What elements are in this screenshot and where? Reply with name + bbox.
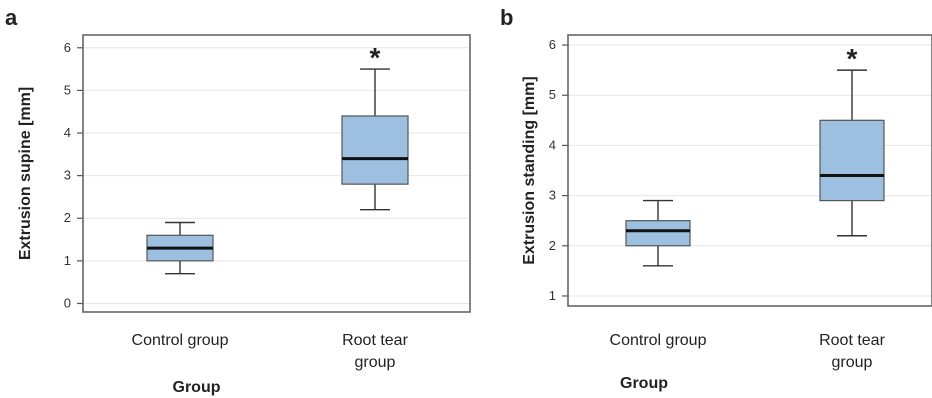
- iqr-box: [341, 115, 409, 185]
- y-tick-label: 5: [64, 82, 71, 97]
- x-axis-title: Group: [620, 375, 668, 392]
- x-category-label: Root tear: [342, 332, 408, 349]
- box-1: [625, 199, 691, 267]
- y-tick-label: 4: [64, 125, 71, 140]
- chart-panel-b: b 1 2 3 4 5 6 * Control group Root tear group Group…: [500, 5, 932, 392]
- iqr-box: [819, 119, 885, 202]
- y-tick-label: 6: [64, 40, 71, 55]
- y-axis-title: Extrusion standing [mm]: [521, 76, 538, 264]
- significance-marker: *: [847, 43, 858, 74]
- iqr-box: [625, 220, 691, 247]
- y-tick-label: 5: [549, 87, 556, 102]
- panel-label: b: [500, 5, 513, 30]
- x-category-label: group: [832, 354, 873, 371]
- y-tick-label: 2: [64, 210, 71, 225]
- x-category-label: Control group: [610, 332, 707, 349]
- plot-frame: [82, 34, 471, 313]
- box-2: *: [341, 42, 409, 211]
- y-tick-label: 3: [549, 188, 556, 203]
- y-tick-label: 0: [64, 295, 71, 310]
- plot-frame: [567, 34, 932, 307]
- x-category-label: Root tear: [819, 332, 885, 349]
- x-category-label: Control group: [132, 332, 229, 349]
- y-tick-label: 1: [64, 253, 71, 268]
- y-tick-label: 3: [64, 168, 71, 183]
- chart-panel-a: a 0 1 2 3 4 5 6 * Control group Root tear group Grou…: [5, 5, 471, 396]
- x-category-label: group: [355, 354, 396, 371]
- y-axis-title: Extrusion supine [mm]: [17, 87, 34, 260]
- box-1: [146, 221, 214, 275]
- y-tick-label: 4: [549, 137, 556, 152]
- y-tick-label: 2: [549, 238, 556, 253]
- y-tick-label: 1: [549, 288, 556, 303]
- x-axis-title: Group: [173, 379, 221, 396]
- panel-label: a: [5, 5, 18, 30]
- box-2: *: [819, 43, 885, 237]
- significance-marker: *: [370, 42, 381, 73]
- y-tick-label: 6: [549, 37, 556, 52]
